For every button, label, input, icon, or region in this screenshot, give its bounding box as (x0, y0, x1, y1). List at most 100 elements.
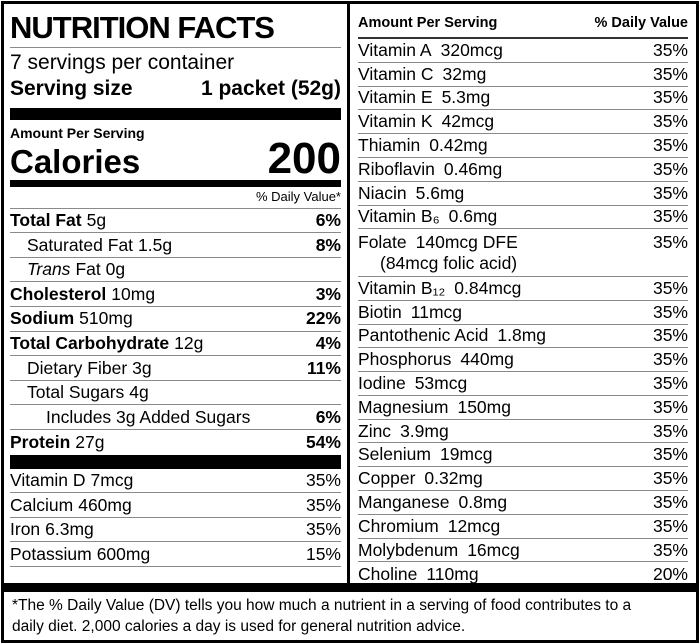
nutrient-row-line: Niacin 5.6mg 35% (358, 183, 688, 204)
nutrient-amount: 5g (86, 209, 107, 230)
nutrient-amount: 150mg (457, 396, 511, 417)
nutrient-amount: 510mg (79, 308, 133, 329)
nutrient-label-group: Cholesterol 10mg (10, 284, 155, 305)
nutrient-daily-value: 35% (652, 349, 688, 370)
nutrient-row-line: Sodium 510mg 22% (10, 308, 341, 329)
nutrient-amount: 460mg (78, 494, 132, 515)
nutrient-amount: 6.3mg (45, 519, 94, 540)
nutrient-label-group: Vitamin C 32mg (358, 64, 486, 85)
nutrient-row: Vitamin D 7mcg 35% (10, 469, 341, 494)
nutrient-label-group: Chromium 12mcg (358, 516, 500, 537)
nutrient-label-group: Vitamin E 5.3mg (358, 87, 490, 108)
nutrient-amount: 0.6mg (448, 206, 498, 227)
nutrient-name: Niacin (358, 182, 407, 203)
nutrient-row: Riboflavin 0.46mg 35% (358, 158, 688, 182)
nutrient-row-line: Iron 6.3mg 35% (10, 519, 341, 540)
nutrient-name: Total Carbohydrate (10, 332, 170, 353)
nutrient-amount: 600mg (96, 543, 151, 564)
nutrient-label-group: Sodium 510mg (10, 308, 133, 329)
page-title: NUTRITION FACTS (10, 10, 341, 48)
nutrient-row-line: Magnesium 150mg 35% (358, 397, 688, 418)
nutrient-row: Saturated Fat 1.5g 8% (10, 233, 341, 258)
nutrient-name: Phosphorus (358, 349, 452, 370)
nutrient-name: Protein (10, 431, 71, 452)
nutrient-daily-value: 15% (305, 543, 341, 564)
separator-bar-thick (10, 108, 341, 121)
nutrient-amount: 19mcg (439, 444, 493, 465)
nutrient-amount: 140mcg DFE (415, 231, 518, 252)
nutrient-name: Cholesterol (10, 283, 107, 304)
nutrient-row: Dietary Fiber 3g 11% (10, 356, 341, 381)
serving-size-label: Serving size (10, 77, 133, 101)
nutrient-row: Selenium 19mcg 35% (358, 443, 688, 468)
calories-value: 200 (267, 134, 341, 184)
nutrient-amount: 7mcg (90, 469, 134, 490)
nutrient-row: Chromium 12mcg 35% (358, 515, 688, 539)
nutrient-label-group: Riboflavin 0.46mg (358, 159, 502, 180)
nutrient-row-line: Selenium 19mcg 35% (358, 444, 688, 465)
nutrient-daily-value: 35% (305, 469, 341, 490)
nutrient-label-group: Manganese 0.8mg (358, 492, 507, 513)
nutrient-name: Vitamin B₁₂ (358, 277, 446, 298)
nutrient-row-line: Molybdenum 16mcg 35% (358, 540, 688, 561)
nutrient-name: Chromium (358, 515, 439, 536)
nutrient-row-line: Biotin 11mcg 35% (358, 302, 688, 323)
main-panel: NUTRITION FACTS 7 servings per container… (4, 4, 347, 583)
nutrient-label-group: Vitamin B₆ 0.6mg (358, 206, 497, 227)
nutrient-row: Total Fat 5g 6% (10, 209, 341, 234)
nutrient-label-group: Iodine 53mcg (358, 373, 467, 394)
daily-value-header: % Daily Value* (10, 187, 341, 209)
nutrient-label-group: Magnesium 150mg (358, 397, 511, 418)
nutrient-row: Sodium 510mg 22% (10, 307, 341, 332)
nutrient-amount: 3g (132, 357, 152, 378)
nutrient-row-line: Chromium 12mcg 35% (358, 516, 688, 537)
nutrient-row: Includes 3g Added Sugars 6% (10, 405, 341, 431)
nutrient-amount: 110mg (426, 563, 479, 584)
nutrient-row: Thiamin 0.42mg 35% (358, 134, 688, 158)
nutrient-amount: 4g (129, 382, 149, 403)
nutrient-amount: 0.46mg (443, 158, 503, 179)
nutrient-row: Biotin 11mcg 35% (358, 301, 688, 325)
nutrient-row-line: Dietary Fiber 3g 11% (27, 358, 341, 379)
nutrient-row: Iron 6.3mg 35% (10, 518, 341, 543)
nutrient-name: Zinc (358, 420, 392, 441)
nutrient-label-group: Biotin 11mcg (358, 302, 462, 323)
nutrient-daily-value: 8% (315, 234, 341, 255)
nutrient-row: Copper 0.32mg 35% (358, 467, 688, 492)
vitamin-mineral-rows-right: Vitamin A 320mcg 35% Vitamin C 32mg 35% Vitami… (358, 39, 688, 586)
nutrient-label-group: Folate 140mcg DFE (358, 232, 518, 253)
nutrient-row: Pantothenic Acid 1.8mg 35% (358, 325, 688, 349)
nutrient-label-group: Includes 3g Added Sugars (46, 407, 250, 428)
nutrient-row: Iodine 53mcg 35% (358, 372, 688, 396)
nutrient-name: Saturated Fat (27, 234, 134, 255)
nutrient-row: Choline 110mg 20% (358, 562, 688, 586)
nutrient-daily-value: 35% (652, 206, 688, 227)
nutrient-label-group: Vitamin A 320mcg (358, 40, 503, 61)
nutrient-name: Vitamin E (358, 87, 433, 108)
nutrient-row-line: Pantothenic Acid 1.8mg 35% (358, 325, 688, 346)
nutrient-daily-value: 35% (652, 396, 688, 417)
nutrient-name: Manganese (358, 491, 450, 512)
nutrient-row: Vitamin A 320mcg 35% (358, 39, 688, 63)
nutrient-name: Vitamin B₆ (358, 206, 440, 227)
nutrient-daily-value: 35% (305, 519, 341, 540)
nutrient-row: Vitamin K 42mcg 35% (358, 110, 688, 135)
nutrient-label-group: Total Fat 5g (10, 210, 106, 231)
nutrient-label-group: Iron 6.3mg (10, 519, 94, 540)
nutrient-amount: 12g (174, 332, 204, 353)
nutrient-label-group: Total Carbohydrate 12g (10, 333, 203, 354)
nutrient-daily-value: 6% (315, 406, 341, 427)
nutrient-daily-value: 35% (652, 87, 688, 108)
nutrient-daily-value: 6% (315, 209, 341, 230)
nutrient-label-group: Zinc 3.9mg (358, 421, 449, 442)
nutrient-label-group: Potassium 600mg (10, 544, 150, 565)
nutrient-daily-value: 3% (315, 283, 341, 304)
nutrient-amount: 12mcg (447, 515, 501, 536)
right-header-dv-label: % Daily Value (594, 15, 689, 31)
nutrient-amount: 440mg (460, 349, 514, 370)
nutrient-amount: 10mg (111, 283, 156, 304)
nutrient-row: Total Sugars 4g (10, 381, 341, 406)
nutrient-amount: 0.32mg (424, 468, 483, 489)
nutrient-daily-value: 35% (652, 491, 688, 512)
nutrient-row-line: Vitamin D 7mcg 35% (10, 470, 341, 491)
